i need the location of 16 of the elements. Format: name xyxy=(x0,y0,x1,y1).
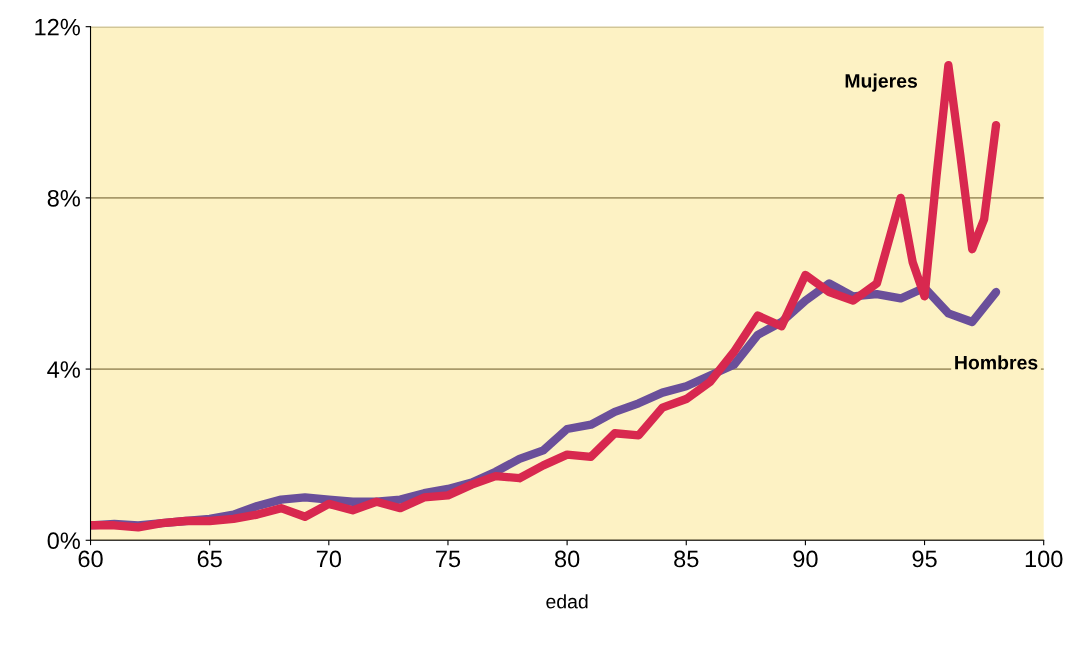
x-tick-label: 80 xyxy=(555,550,580,568)
x-tick-label: 100 xyxy=(1025,550,1063,568)
x-tick-label: 90 xyxy=(793,550,818,568)
series-label: Hombres xyxy=(955,355,1038,370)
y-tick-label: 0% xyxy=(47,532,80,550)
series-label: Mujeres xyxy=(845,73,918,92)
x-tick-label: 95 xyxy=(912,550,937,568)
y-tick-label: 4% xyxy=(47,361,80,378)
y-tick-label: 12% xyxy=(35,18,80,36)
y-tick-label: 8% xyxy=(47,189,80,207)
x-axis-title: edad xyxy=(546,594,588,609)
x-tick-label: 75 xyxy=(436,550,461,568)
x-tick-label: 65 xyxy=(197,550,222,568)
x-tick-label: 70 xyxy=(316,550,342,568)
x-tick-label: 85 xyxy=(674,550,699,568)
x-tick-label: 60 xyxy=(78,550,103,568)
